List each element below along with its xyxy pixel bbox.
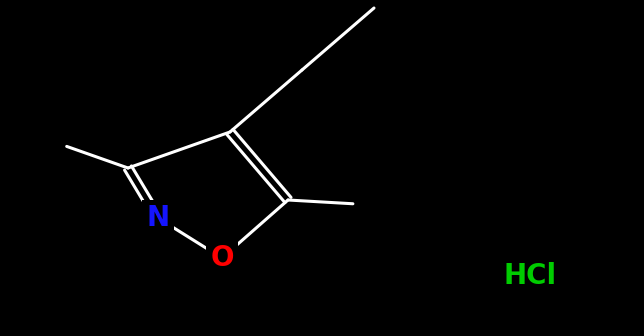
Text: O: O	[210, 244, 234, 272]
Text: N: N	[146, 204, 169, 232]
Text: HCl: HCl	[504, 262, 556, 290]
Text: NH$_2$: NH$_2$	[379, 0, 437, 3]
